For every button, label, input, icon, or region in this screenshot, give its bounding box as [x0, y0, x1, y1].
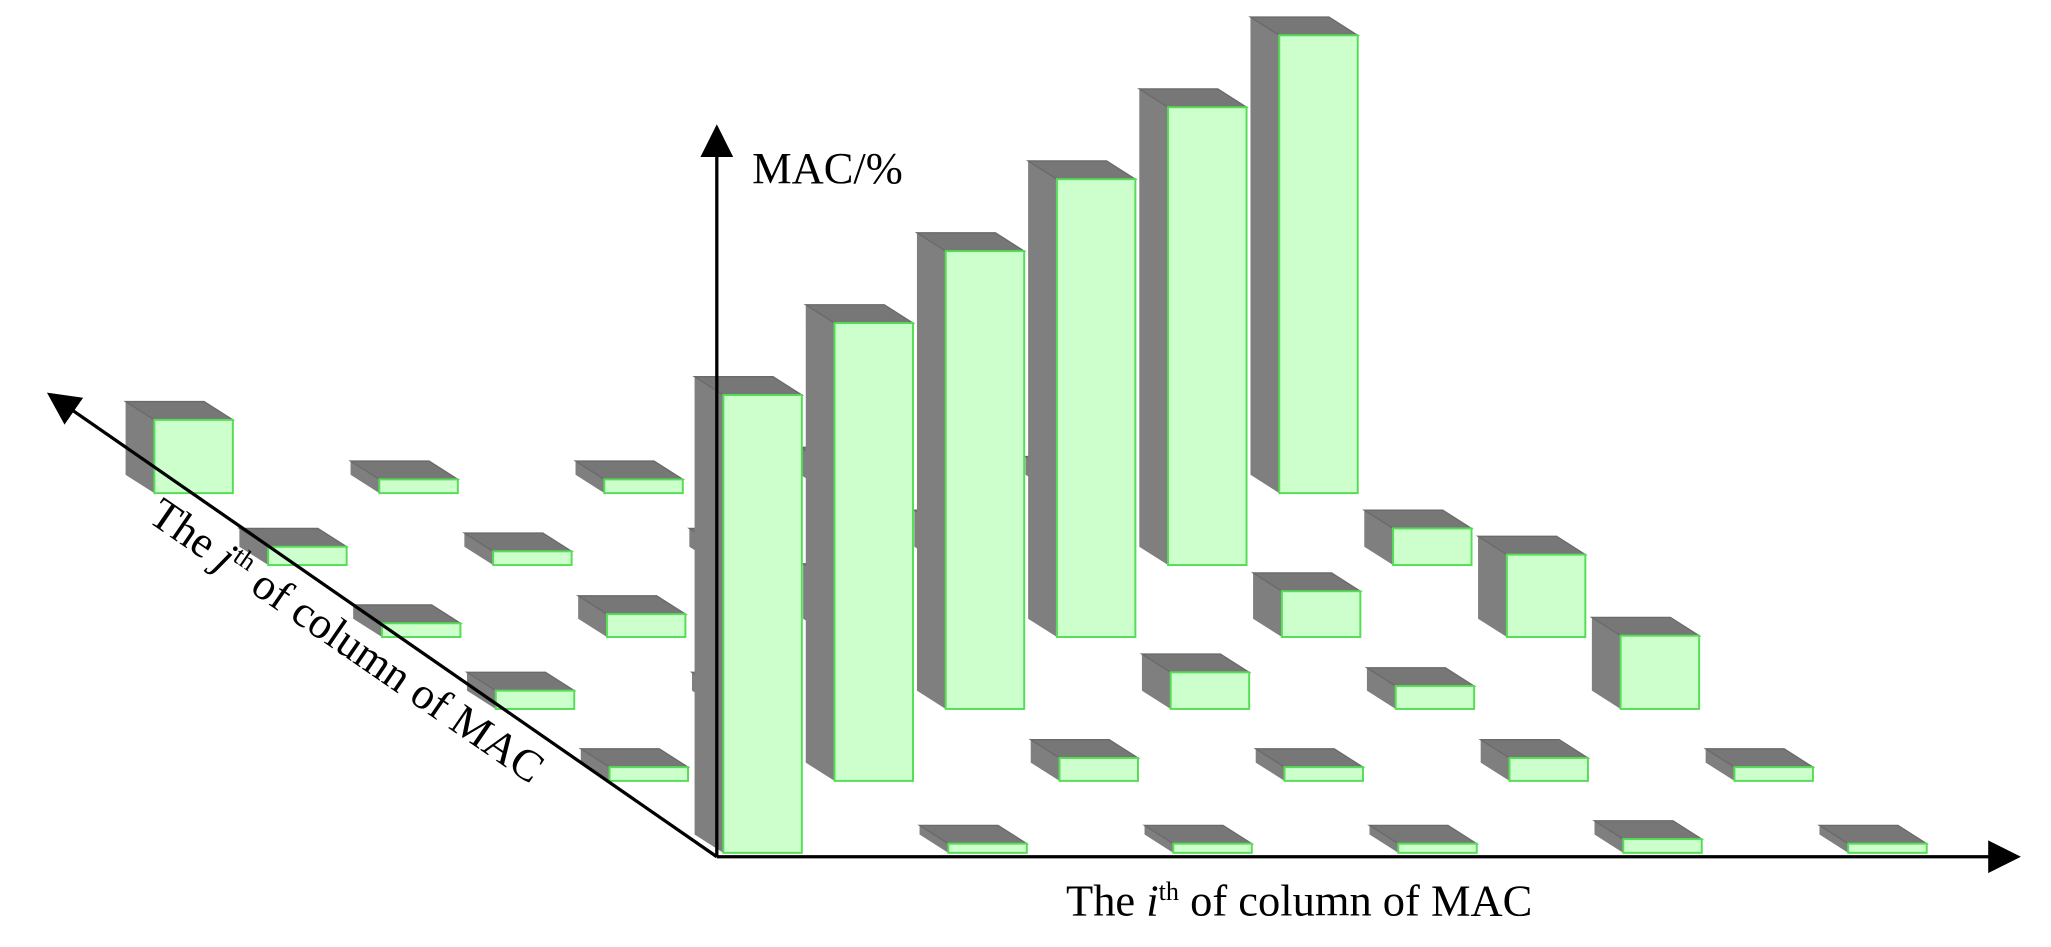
label-part: The: [1066, 876, 1146, 926]
i-axis-label: The ith of column of MAC: [1066, 876, 1532, 926]
bar-side: [1144, 825, 1174, 853]
bar-side: [916, 232, 946, 709]
j-axis: [46, 392, 718, 859]
bar: [722, 394, 803, 854]
label-index: i: [1146, 876, 1158, 926]
bar: [608, 766, 690, 782]
bar: [1055, 178, 1137, 638]
bar-side: [1594, 820, 1624, 853]
bar: [1283, 766, 1364, 782]
bar-side: [1366, 667, 1396, 709]
bar-side: [1028, 160, 1057, 638]
bar: [494, 689, 576, 710]
bar: [1733, 766, 1814, 782]
bar: [1280, 590, 1362, 638]
label-sup: th: [1159, 877, 1179, 906]
bar: [1508, 757, 1589, 782]
bar-side: [1139, 88, 1169, 566]
bar-side: [1255, 748, 1285, 781]
bar-side: [1250, 17, 1280, 494]
bar: [1397, 842, 1478, 854]
bar-side: [350, 461, 380, 494]
bar: [1169, 671, 1251, 710]
bar-side: [353, 604, 382, 638]
bar: [1278, 34, 1359, 495]
bar: [378, 478, 459, 495]
bar-side: [1480, 739, 1510, 781]
bar: [833, 322, 914, 782]
bar: [1505, 553, 1587, 638]
bar: [492, 550, 573, 567]
z-axis-label: MAC/%: [752, 143, 903, 193]
bar-side: [919, 825, 949, 853]
bar-side: [1705, 748, 1735, 781]
bar-side: [694, 376, 724, 853]
bar: [153, 418, 234, 495]
bar: [603, 478, 684, 495]
bar-side: [1030, 739, 1060, 781]
bar: [605, 613, 687, 638]
bar-side: [578, 595, 607, 638]
bar: [1392, 527, 1473, 567]
bar-side: [239, 528, 269, 566]
bar: [1847, 842, 1928, 854]
bar-side: [1369, 825, 1399, 853]
bar: [1622, 838, 1703, 854]
bar-side: [1478, 536, 1507, 638]
bar: [1619, 634, 1701, 710]
bars: [123, 16, 1929, 854]
bar-side: [1253, 572, 1282, 638]
bar-side: [125, 401, 155, 494]
bar: [1167, 106, 1248, 567]
bar: [1058, 757, 1139, 782]
bar: [947, 842, 1028, 854]
bar: [380, 622, 462, 638]
bar: [944, 250, 1026, 710]
label-part: of column of MAC: [1179, 876, 1532, 926]
bar-side: [1591, 617, 1621, 709]
bar-side: [805, 304, 835, 781]
bar-side: [464, 533, 494, 566]
bar-side: [1819, 825, 1849, 853]
bar-side: [575, 461, 605, 494]
bar-side: [580, 748, 610, 781]
bar: [1172, 842, 1253, 854]
bar: [1394, 685, 1476, 710]
